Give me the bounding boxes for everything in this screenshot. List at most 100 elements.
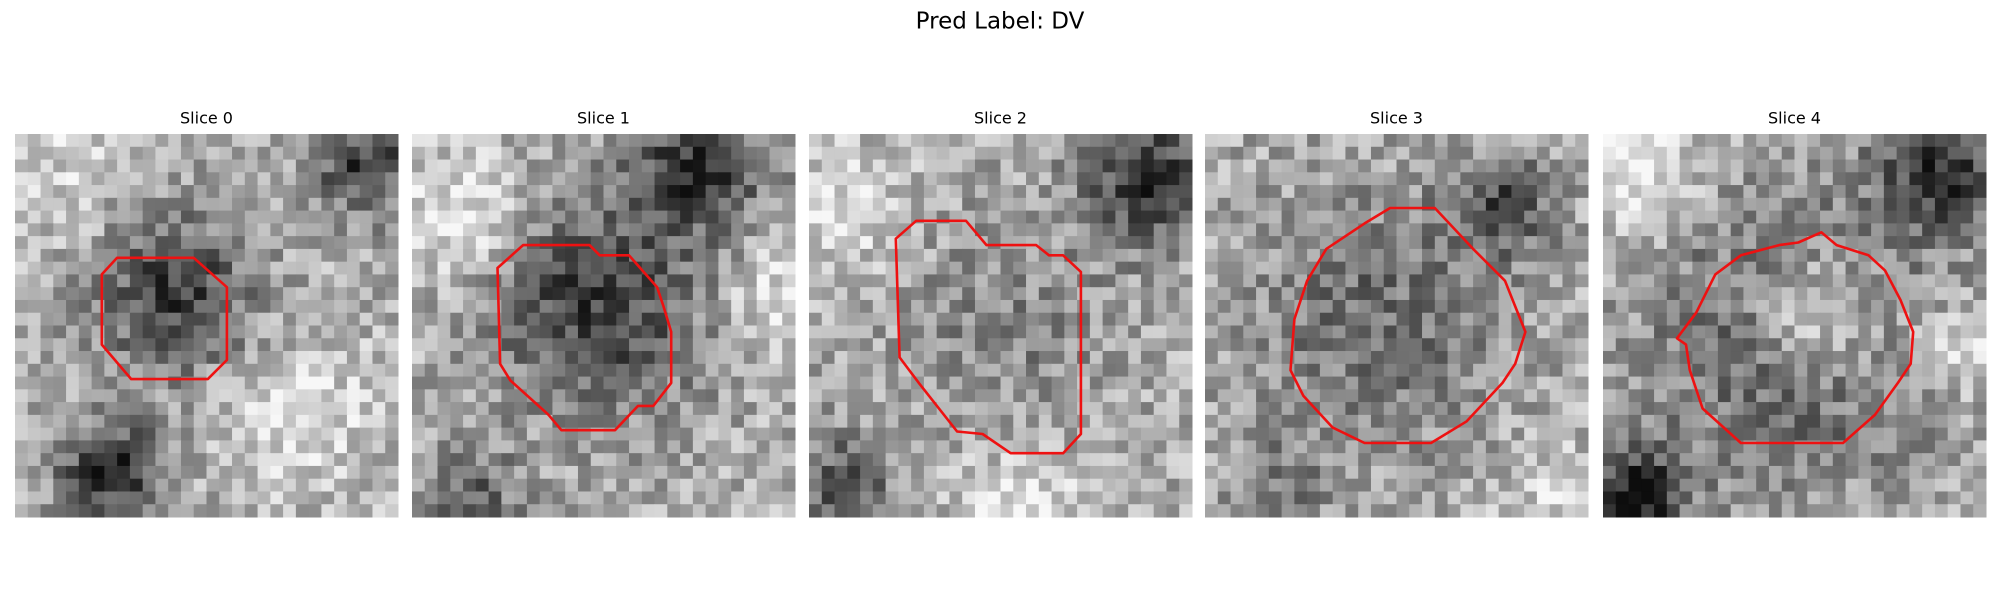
pixel <box>1153 491 1167 505</box>
pixel <box>359 465 373 480</box>
pixel <box>193 210 207 224</box>
pixel <box>680 146 694 161</box>
pixel <box>129 465 144 480</box>
pixel <box>180 210 195 224</box>
pixel <box>346 236 361 250</box>
pixel <box>1717 389 1732 403</box>
pixel <box>475 427 490 441</box>
pixel <box>1319 338 1334 352</box>
pixel <box>1230 197 1244 212</box>
pixel <box>1345 402 1359 416</box>
pixel <box>1756 197 1770 212</box>
pixel <box>539 440 553 454</box>
pixel <box>705 210 719 224</box>
pixel <box>1858 287 1872 301</box>
pixel <box>359 299 373 314</box>
pixel <box>1717 236 1732 250</box>
pixel <box>1179 172 1193 186</box>
pixel <box>1768 325 1783 339</box>
pixel <box>1115 402 1129 416</box>
pixel <box>488 134 502 148</box>
pixel <box>782 236 796 250</box>
pixel <box>1883 287 1898 301</box>
pixel <box>1947 210 1961 224</box>
pixel <box>1307 389 1321 403</box>
pixel <box>1026 134 1040 148</box>
pixel <box>1307 172 1321 186</box>
pixel <box>1370 389 1385 403</box>
pixel <box>834 274 848 288</box>
pixel <box>372 465 386 480</box>
pixel <box>1896 504 1910 518</box>
pixel <box>1960 427 1974 441</box>
pixel <box>193 351 207 365</box>
pixel <box>898 261 912 275</box>
pixel <box>680 363 694 378</box>
pixel <box>40 376 54 390</box>
pixel <box>488 185 502 199</box>
pixel <box>1038 223 1053 237</box>
pixel <box>1871 363 1885 378</box>
pixel <box>1332 274 1346 288</box>
pixel <box>834 197 848 212</box>
pixel <box>629 299 643 314</box>
pixel <box>1575 312 1589 326</box>
pixel <box>1434 274 1449 288</box>
pixel <box>1781 504 1795 518</box>
pixel <box>1370 312 1385 326</box>
pixel <box>1358 146 1372 161</box>
pixel <box>1934 478 1949 492</box>
pixel <box>667 159 681 173</box>
pixel <box>1858 159 1872 173</box>
pixel <box>1922 389 1936 403</box>
pixel <box>1730 504 1744 518</box>
pixel <box>321 299 335 314</box>
pixel <box>232 351 246 365</box>
pixel <box>206 338 220 352</box>
pixel <box>1562 223 1576 237</box>
pixel <box>27 504 42 518</box>
pixel <box>1089 402 1104 416</box>
pixel <box>1511 210 1525 224</box>
pixel <box>27 363 42 378</box>
pixel <box>1179 210 1193 224</box>
pixel <box>552 159 566 173</box>
pixel <box>1102 414 1116 429</box>
pixel <box>78 465 93 480</box>
pixel <box>577 248 592 263</box>
pixel <box>1422 363 1436 378</box>
pixel <box>1511 389 1525 403</box>
pixel <box>283 351 297 365</box>
pixel <box>53 287 67 301</box>
pixel <box>193 248 207 263</box>
pixel <box>295 338 310 352</box>
pixel <box>1743 197 1757 212</box>
pixel <box>53 325 67 339</box>
pixel <box>437 478 451 492</box>
pixel <box>1960 134 1974 148</box>
pixel <box>514 261 528 275</box>
pixel <box>1858 299 1872 314</box>
pixel <box>1781 351 1795 365</box>
pixel <box>168 261 182 275</box>
pixel <box>680 299 694 314</box>
pixel <box>1485 185 1500 199</box>
pixel <box>1524 389 1538 403</box>
pixel <box>1858 453 1872 467</box>
pixel <box>552 478 566 492</box>
pixel <box>232 376 246 390</box>
pixel <box>1422 427 1436 441</box>
pixel <box>1524 376 1538 390</box>
pixel <box>1562 453 1576 467</box>
pixel <box>437 223 451 237</box>
pixel <box>1422 491 1436 505</box>
pixel <box>91 465 105 480</box>
pixel <box>1743 402 1757 416</box>
pixel <box>424 491 439 505</box>
pixel <box>501 248 515 263</box>
pixel <box>539 351 553 365</box>
pixel <box>1345 172 1359 186</box>
pixel <box>1051 363 1065 378</box>
pixel <box>565 338 579 352</box>
pixel <box>1756 261 1770 275</box>
